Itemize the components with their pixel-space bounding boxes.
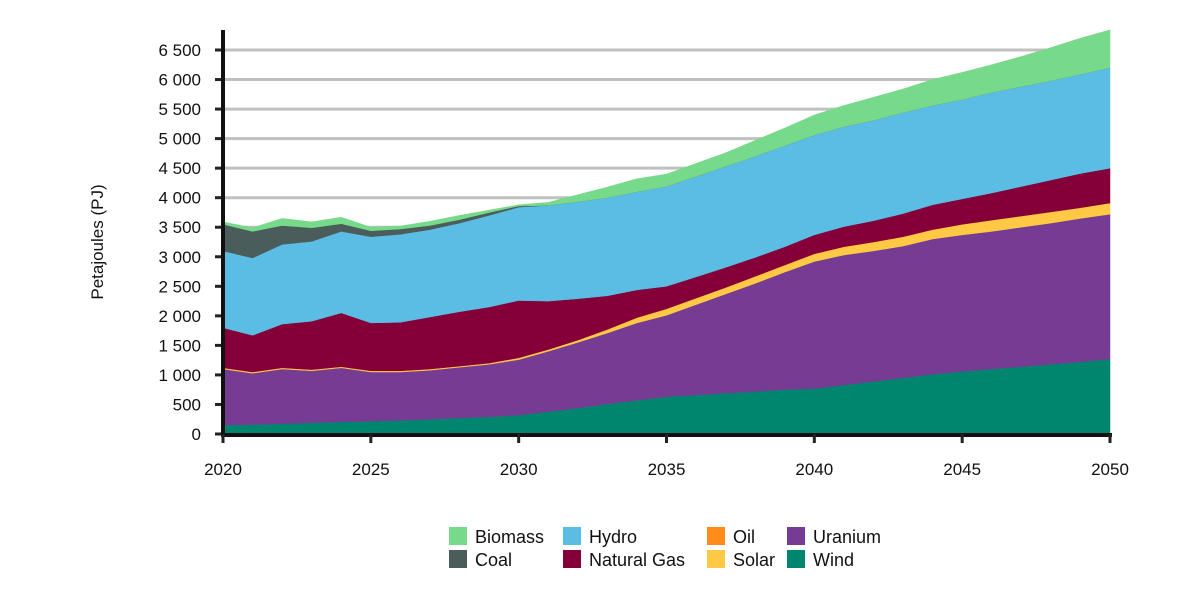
- y-tick-label: 1 000: [158, 366, 201, 385]
- legend-label: Uranium: [813, 527, 881, 547]
- legend: Biomass Coal Hydro Natural Gas Oil Solar Urani…: [449, 527, 881, 570]
- x-tick-label: 2035: [648, 460, 686, 479]
- y-tick-label: 4 000: [158, 189, 201, 208]
- y-axis-label: Petajoules (PJ): [88, 184, 107, 299]
- legend-swatch: [707, 550, 725, 568]
- area-biomass: [222, 29, 1111, 232]
- y-tick-label: 0: [192, 425, 201, 444]
- y-tick-label: 3 500: [158, 218, 201, 237]
- y-tick-label: 6 000: [158, 71, 201, 90]
- legend-swatch: [563, 527, 581, 545]
- x-tick-label: 2030: [500, 460, 538, 479]
- y-tick-label: 500: [173, 395, 201, 414]
- legend-swatch: [449, 550, 467, 568]
- x-tick-label: 2050: [1091, 460, 1129, 479]
- x-tick-labels: 2020 2025 2030 2035 2040 2045 2050: [204, 460, 1129, 479]
- legend-label: Solar: [733, 550, 775, 570]
- legend-label: Coal: [475, 550, 512, 570]
- legend-item-hydro: Hydro: [563, 527, 637, 547]
- legend-label: Hydro: [589, 527, 637, 547]
- y-tick-label: 4 500: [158, 159, 201, 178]
- legend-item-natural-gas: Natural Gas: [563, 550, 685, 570]
- legend-swatch: [787, 527, 805, 545]
- legend-label: Oil: [733, 527, 755, 547]
- legend-swatch: [787, 550, 805, 568]
- y-tick-label: 5 000: [158, 130, 201, 149]
- x-tick-label: 2045: [943, 460, 981, 479]
- legend-item-coal: Coal: [449, 550, 512, 570]
- legend-item-wind: Wind: [787, 550, 854, 570]
- y-tick-label: 1 500: [158, 336, 201, 355]
- x-tick-label: 2040: [795, 460, 833, 479]
- y-tick-label: 5 500: [158, 100, 201, 119]
- legend-label: Wind: [813, 550, 854, 570]
- legend-swatch: [707, 527, 725, 545]
- legend-item-oil: Oil: [707, 527, 755, 547]
- x-tick-label: 2020: [204, 460, 242, 479]
- legend-item-solar: Solar: [707, 550, 775, 570]
- legend-item-biomass: Biomass: [449, 527, 544, 547]
- y-tick-label: 3 000: [158, 248, 201, 267]
- area-series: [222, 29, 1111, 435]
- legend-label: Natural Gas: [589, 550, 685, 570]
- axes: [215, 30, 1112, 443]
- legend-label: Biomass: [475, 527, 544, 547]
- y-tick-label: 2 500: [158, 277, 201, 296]
- y-tick-label: 6 500: [158, 41, 201, 60]
- x-tick-label: 2025: [352, 460, 390, 479]
- legend-item-uranium: Uranium: [787, 527, 881, 547]
- y-tick-label: 2 000: [158, 307, 201, 326]
- y-tick-labels: 0 500 1 000 1 500 2 000 2 500 3 000 3 500 4 000 4…: [158, 41, 201, 444]
- legend-swatch: [563, 550, 581, 568]
- legend-swatch: [449, 527, 467, 545]
